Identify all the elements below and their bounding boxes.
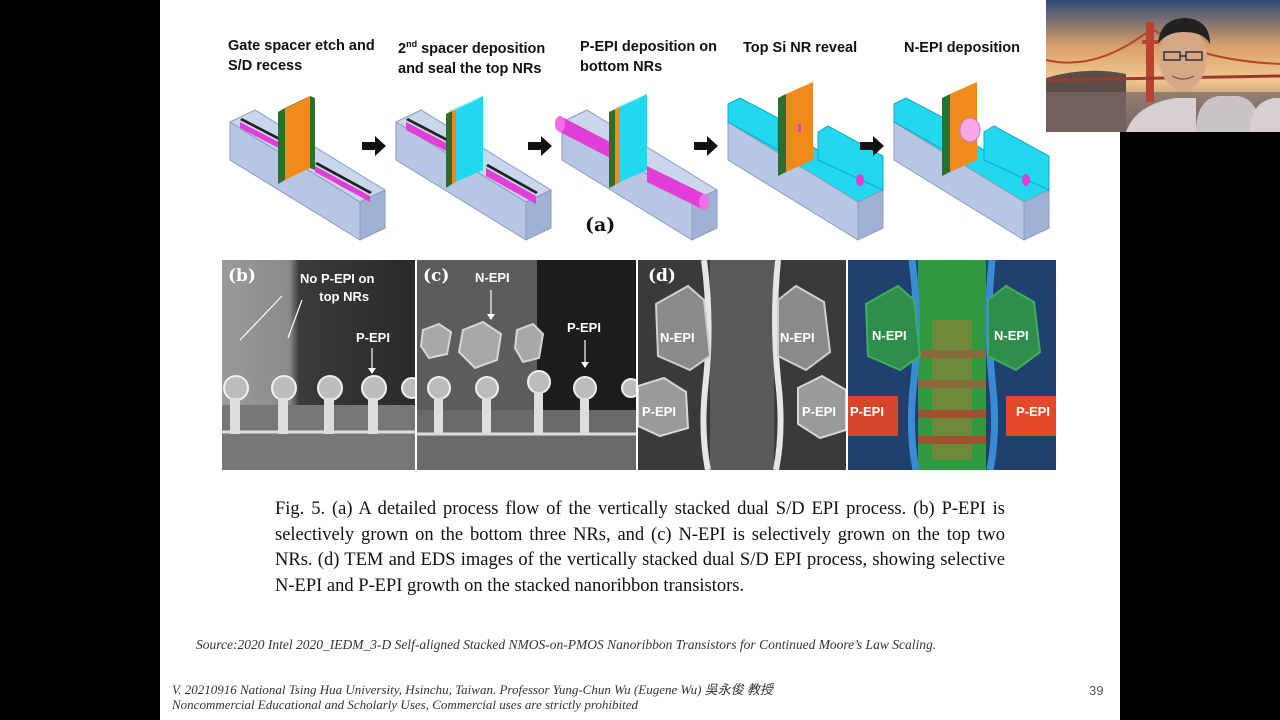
process-step-3-schematic [555, 94, 719, 241]
page-number: 39 [1089, 683, 1104, 698]
sem-panel-b: (b) No P-EPI on top NRs P-EPI [222, 260, 415, 470]
sem-panel-c: (c) N-EPI P-EPI [417, 260, 636, 470]
arrow-4-icon [860, 136, 884, 156]
annotation-p-epi-eds-left: P-EPI [850, 404, 884, 419]
figure-caption: Fig. 5. (a) A detailed process flow of t… [275, 499, 1005, 596]
footer-attribution: V. 20210916 National Tsing Hua Universit… [172, 682, 773, 697]
annotation-n-epi-d-left: N-EPI [660, 330, 695, 345]
step-label-1: Gate spacer etch and S/D recess [228, 38, 375, 74]
presenter-webcam-video[interactable] [1046, 0, 1280, 132]
step-label-4: Top Si NR reveal [743, 40, 858, 56]
step-label-3: P-EPI deposition on bottom NRs [580, 39, 717, 75]
annotation-no-p-epi: No P-EPI on top NRs [300, 271, 375, 304]
process-flow-diagram [228, 82, 1050, 241]
annotation-p-epi-d-left: P-EPI [642, 404, 676, 419]
annotation-p-epi-eds-right: P-EPI [1016, 404, 1050, 419]
source-citation: Source:2020 Intel 2020_IEDM_3-D Self-ali… [196, 637, 937, 652]
eds-panel: N-EPI N-EPI P-EPI P-EPI [848, 260, 1056, 470]
annotation-p-epi-c: P-EPI [567, 320, 601, 335]
panel-label-b: (b) [228, 266, 256, 286]
process-step-5-schematic [892, 82, 1050, 241]
panel-label-d: (d) [648, 266, 676, 286]
process-step-1-schematic [228, 96, 387, 241]
annotation-p-epi-b: P-EPI [356, 330, 390, 345]
figure-label-a: (a) [585, 214, 616, 236]
arrow-1-icon [362, 136, 386, 156]
slide: Gate spacer etch and S/D recess 2nd space… [160, 0, 1120, 720]
annotation-p-epi-d-right: P-EPI [802, 404, 836, 419]
arrow-2-icon [528, 136, 552, 156]
arrow-3-icon [694, 136, 718, 156]
process-step-2-schematic [394, 96, 553, 241]
step-label-5: N-EPI deposition [904, 40, 1020, 56]
annotation-n-epi-d-right: N-EPI [780, 330, 815, 345]
annotation-n-epi-eds-left: N-EPI [872, 328, 907, 343]
panel-label-c: (c) [423, 266, 450, 286]
tem-panel-d: (d) N-EPI N-EPI P-EPI P-EPI [638, 260, 846, 470]
step-label-2: 2nd spacer deposition and seal the top N… [398, 39, 546, 77]
footer-usage-notice: Noncommercial Educational and Scholarly … [172, 697, 639, 712]
annotation-n-epi-c: N-EPI [475, 270, 510, 285]
annotation-n-epi-eds-right: N-EPI [994, 328, 1029, 343]
process-step-4-schematic [726, 82, 885, 241]
